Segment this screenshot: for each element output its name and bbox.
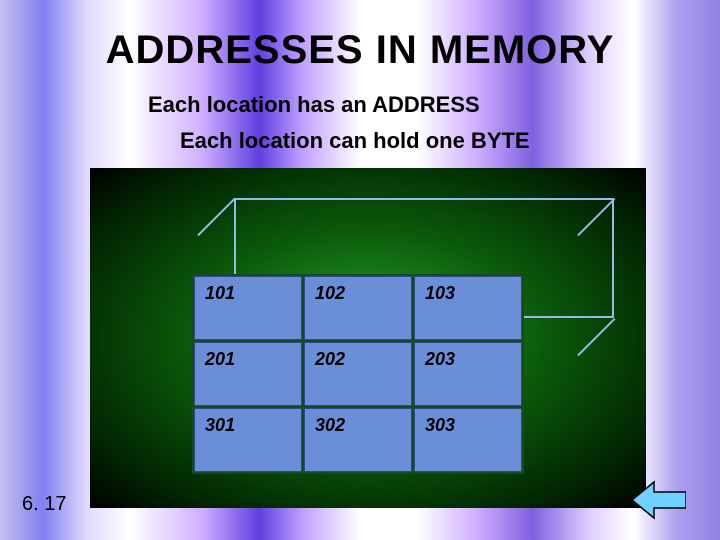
memory-grid: 101 102 103 201 202 203 301 302 303 [192,274,524,474]
memory-panel: 101 102 103 201 202 203 301 302 303 [90,168,646,508]
memory-cell: 103 [414,276,522,340]
page-number: 6. 17 [22,493,66,516]
memory-cell: 201 [194,342,302,406]
slide-title: ADDRESSES IN MEMORY [0,28,720,73]
nav-back-button[interactable] [632,480,686,520]
memory-cell: 301 [194,408,302,472]
memory-cell: 302 [304,408,412,472]
cube-edge [197,198,235,236]
memory-cell: 203 [414,342,522,406]
memory-cell: 303 [414,408,522,472]
memory-cell: 202 [304,342,412,406]
cube-edge [577,318,615,356]
memory-cell: 101 [194,276,302,340]
memory-cell: 102 [304,276,412,340]
arrow-left-icon [632,480,686,520]
subtitle-address: Each location has an ADDRESS [148,92,480,118]
subtitle-byte: Each location can hold one BYTE [180,128,530,154]
